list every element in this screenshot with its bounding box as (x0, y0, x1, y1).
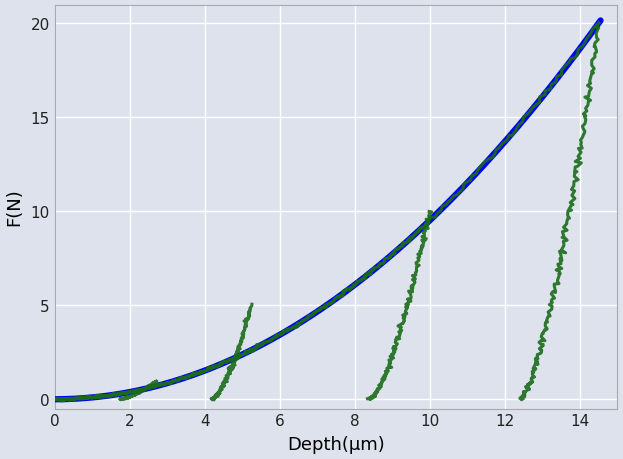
Y-axis label: F(N): F(N) (6, 188, 24, 226)
X-axis label: Depth(μm): Depth(μm) (287, 436, 385, 453)
